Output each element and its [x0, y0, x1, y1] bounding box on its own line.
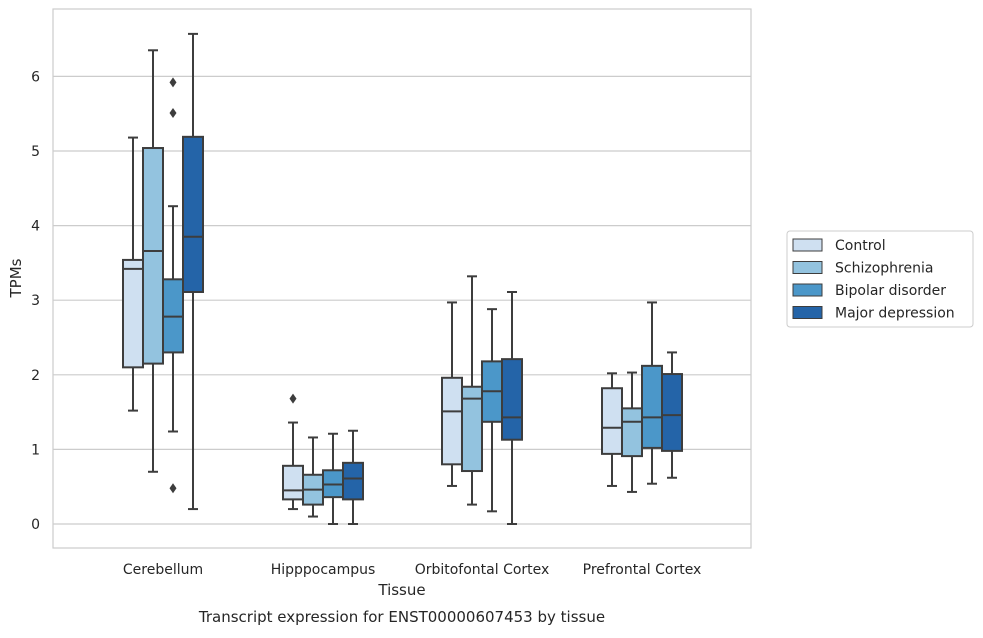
box-1-0 [142, 49, 164, 473]
outlier-point [169, 77, 177, 88]
box-0-0 [122, 136, 144, 412]
box-1-3 [621, 371, 643, 493]
legend-label: Bipolar disorder [835, 283, 946, 299]
legend-frame [786, 230, 974, 328]
y-tick-label: 5 [31, 144, 40, 160]
boxes [122, 32, 683, 525]
legend-item: Major depression [792, 306, 955, 322]
box-1-1 [302, 436, 324, 518]
legend-item: Control [792, 238, 886, 254]
box-0-1 [282, 393, 304, 511]
x-axis-label: Tissue [377, 581, 425, 599]
box-body [601, 387, 623, 455]
box-body [122, 258, 144, 369]
box-body [661, 373, 683, 452]
y-tick-label: 6 [31, 69, 40, 85]
x-tick-label: Prefrontal Cortex [583, 562, 702, 578]
box-3-1 [342, 429, 364, 525]
legend-label: Major depression [835, 306, 955, 322]
box-2-0 [162, 77, 184, 494]
box-0-2 [441, 301, 463, 487]
legend-swatch [792, 306, 823, 319]
legend-swatch [792, 238, 823, 252]
legend-item: Schizophrenia [792, 261, 933, 277]
box-2-1 [322, 432, 344, 525]
legend-swatch [792, 261, 823, 274]
x-tick-labels: Cerebellum Hipppocampus Orbitofontal Corte… [123, 562, 701, 578]
box-2-3 [641, 301, 663, 485]
legend-label: Schizophrenia [835, 261, 933, 277]
y-tick-label: 4 [31, 219, 40, 235]
x-tick-label: Hipppocampus [271, 562, 376, 578]
box-body [641, 364, 663, 449]
y-tick-label: 1 [31, 442, 40, 458]
legend-label: Control [835, 238, 886, 254]
box-body [342, 461, 364, 501]
outlier-point [169, 107, 177, 118]
y-tick-label: 2 [31, 368, 40, 384]
plot-frame [52, 8, 752, 549]
box-body [441, 376, 463, 466]
box-body [182, 135, 204, 293]
box-body [142, 147, 164, 365]
outlier-point [169, 483, 177, 494]
box-0-3 [601, 372, 623, 487]
box-1-2 [461, 275, 483, 506]
y-tick-label: 3 [31, 293, 40, 309]
outlier-point [289, 393, 297, 404]
box-3-2 [501, 290, 523, 525]
y-tick-labels: 0 1 2 3 4 5 6 [31, 69, 40, 533]
box-body [501, 358, 523, 441]
x-tick-label: Orbitofontal Cortex [415, 562, 550, 578]
y-tick-label: 0 [31, 517, 40, 533]
legend: Control Schizophrenia Bipolar disorder Majo… [786, 230, 974, 328]
box-3-3 [661, 351, 683, 479]
chart-caption: Transcript expression for ENST0000060745… [198, 608, 605, 626]
x-tick-label: Cerebellum [123, 562, 203, 578]
box-body [621, 407, 643, 458]
legend-swatch [792, 283, 823, 297]
box-2-2 [481, 308, 503, 513]
legend-items: Control Schizophrenia Bipolar disorder Majo… [792, 238, 955, 322]
box-body [461, 385, 483, 473]
box-3-0 [182, 32, 204, 511]
box-body [282, 464, 304, 501]
y-axis-label: TPMs [7, 258, 25, 298]
legend-item: Bipolar disorder [792, 283, 946, 299]
